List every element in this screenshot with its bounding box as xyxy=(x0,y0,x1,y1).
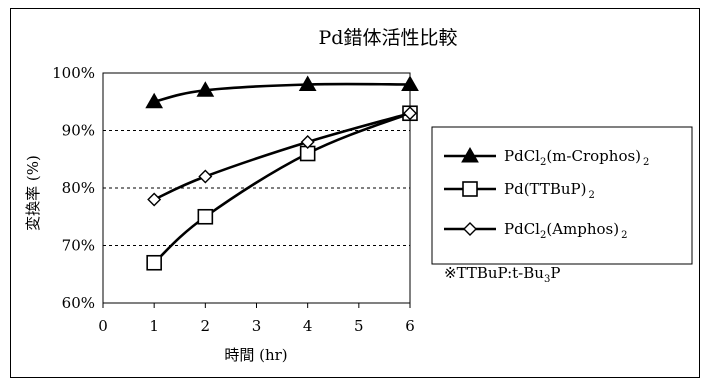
data-point xyxy=(298,75,317,91)
data-point xyxy=(300,135,315,149)
y-tick-label: 80% xyxy=(62,179,95,197)
data-point xyxy=(403,106,417,121)
data-point xyxy=(197,208,214,225)
x-tick-label: 6 xyxy=(405,317,415,335)
x-axis: 0 1 2 3 4 5 6 xyxy=(98,303,415,335)
legend: PdCl2(m-Crophos) 2 Pd(TTBuP) 2 PdCl2(Amphos)… xyxy=(444,146,649,285)
series-3 xyxy=(147,106,417,207)
y-tick-label: 90% xyxy=(62,122,95,140)
data-point xyxy=(145,92,164,109)
x-tick-label: 3 xyxy=(252,317,262,335)
gridlines xyxy=(103,130,410,246)
data-point xyxy=(198,169,213,184)
data-point xyxy=(146,254,162,271)
y-axis-label: 変換率 (%) xyxy=(24,155,42,231)
legend-label: PdCl2(m-Crophos) 2 xyxy=(504,147,649,168)
series-line xyxy=(153,82,411,104)
legend-marker xyxy=(461,146,479,163)
y-axis: 60% 70% 80% 90% 100% xyxy=(52,64,95,312)
legend-item-3: PdCl2(Amphos) 2 xyxy=(444,220,628,241)
x-tick-label: 0 xyxy=(98,317,108,335)
chart-title: Pd錯体活性比較 xyxy=(319,27,458,49)
series-line xyxy=(153,112,411,264)
data-point xyxy=(147,192,162,207)
x-tick-label: 4 xyxy=(303,317,313,335)
legend-note: ※TTBuP:t-Bu3P xyxy=(444,264,560,285)
data-point xyxy=(196,81,215,97)
legend-item-2: Pd(TTBuP) 2 xyxy=(444,180,595,201)
series-1 xyxy=(145,75,419,109)
legend-marker xyxy=(463,222,477,236)
legend-label: Pd(TTBuP) 2 xyxy=(504,180,595,201)
legend-label: PdCl2(Amphos) 2 xyxy=(504,220,628,241)
y-tick-label: 70% xyxy=(62,237,95,255)
series-layer xyxy=(145,75,419,271)
y-tick-label: 60% xyxy=(62,294,95,312)
x-axis-label: 時間 (hr) xyxy=(224,346,287,364)
x-tick-label: 5 xyxy=(354,317,364,335)
legend-item-1: PdCl2(m-Crophos) 2 xyxy=(444,146,649,168)
chart: Pd錯体活性比較 60% 70% 80% 90% 100% 0 1 2 3 4 5 6 時間 (hr… xyxy=(24,27,693,364)
data-point xyxy=(401,75,419,91)
legend-marker xyxy=(462,181,478,197)
series-line xyxy=(153,111,411,201)
x-tick-label: 2 xyxy=(201,317,211,335)
y-tick-label: 100% xyxy=(52,64,95,82)
series-2 xyxy=(146,105,418,271)
x-tick-label: 1 xyxy=(149,317,159,335)
